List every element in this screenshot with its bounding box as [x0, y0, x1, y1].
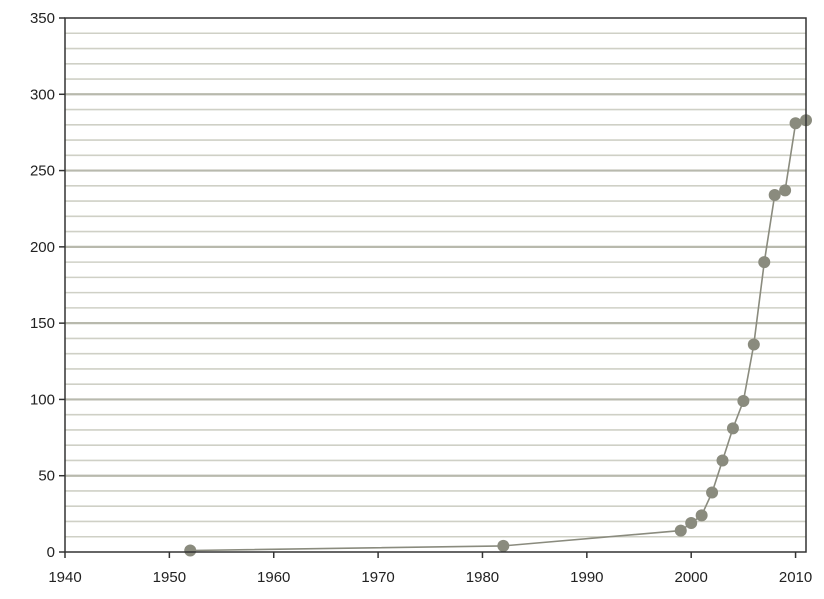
data-point	[779, 184, 792, 197]
data-point	[737, 394, 750, 407]
data-point	[674, 524, 687, 537]
x-tick-label: 1950	[153, 569, 186, 586]
x-tick-label: 1990	[570, 569, 603, 586]
data-point	[716, 454, 729, 467]
data-point	[726, 422, 739, 435]
x-tick-label: 1940	[48, 569, 81, 586]
y-tick-label: 300	[30, 86, 55, 103]
x-tick-label: 2000	[675, 569, 708, 586]
data-point	[685, 517, 698, 530]
plot-frame	[64, 17, 807, 553]
y-tick-label: 350	[30, 10, 55, 27]
y-tick-label: 100	[30, 391, 55, 408]
x-tick-label: 1980	[466, 569, 499, 586]
y-tick-label: 0	[47, 544, 55, 561]
data-point	[706, 486, 719, 499]
y-tick-label: 250	[30, 163, 55, 180]
data-series	[184, 114, 812, 557]
y-tick-label: 200	[30, 239, 55, 256]
plot-background	[65, 18, 806, 552]
data-point	[768, 188, 781, 201]
tick-labels: 0 50 100 150 200 250 300 350 1940 1950 1960 1970 198…	[30, 10, 812, 586]
data-point	[695, 509, 708, 522]
data-point	[497, 539, 510, 552]
y-tick-label: 50	[38, 468, 55, 485]
data-point	[758, 256, 771, 269]
data-point	[789, 117, 802, 130]
data-point	[747, 338, 760, 351]
x-tick-label: 2010	[779, 569, 812, 586]
axes	[59, 17, 807, 558]
y-tick-label: 150	[30, 315, 55, 332]
x-tick-label: 1960	[257, 569, 290, 586]
gridlines	[65, 18, 806, 552]
x-tick-label: 1970	[361, 569, 394, 586]
data-point	[184, 544, 197, 557]
